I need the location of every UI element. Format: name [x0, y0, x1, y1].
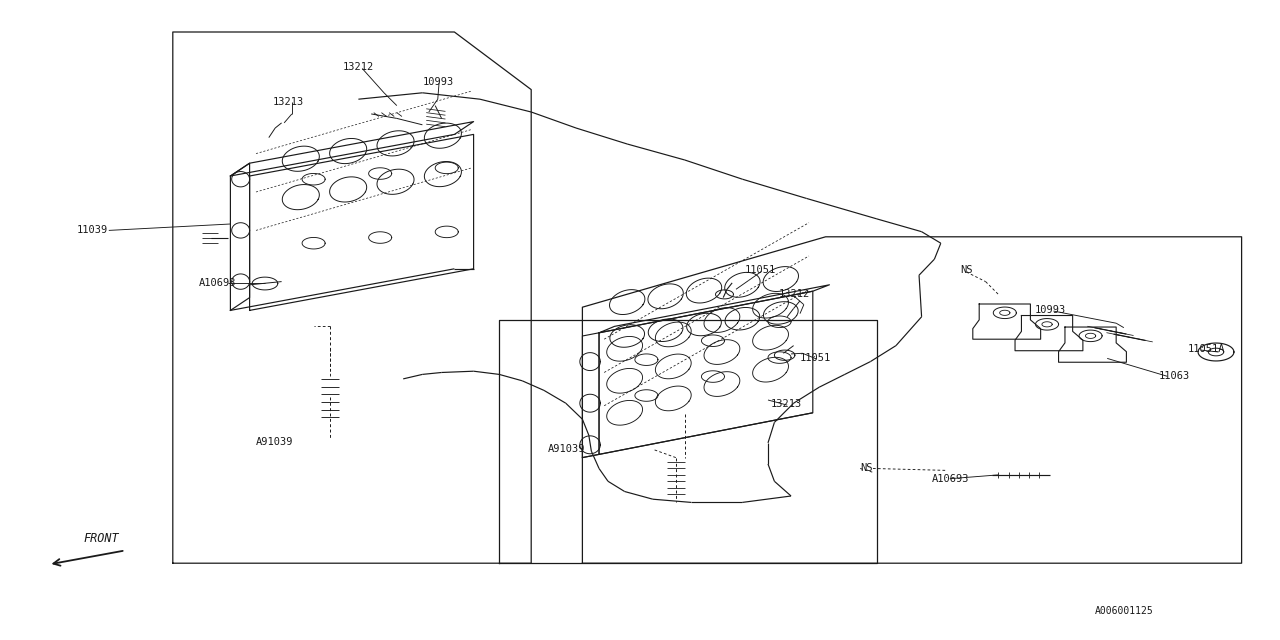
- Text: A91039: A91039: [256, 436, 293, 447]
- Text: 11051: 11051: [745, 265, 776, 275]
- Text: 13213: 13213: [771, 399, 801, 410]
- Text: NS: NS: [960, 265, 973, 275]
- Text: NS: NS: [860, 463, 873, 474]
- Text: 10993: 10993: [1034, 305, 1065, 316]
- Text: 11039: 11039: [77, 225, 108, 236]
- Text: 10993: 10993: [422, 77, 453, 87]
- Text: 11051A: 11051A: [1188, 344, 1225, 354]
- Text: A91039: A91039: [548, 444, 585, 454]
- Text: FRONT: FRONT: [83, 532, 119, 545]
- Text: 13212: 13212: [343, 62, 374, 72]
- Text: 13212: 13212: [778, 289, 809, 300]
- Text: 11063: 11063: [1158, 371, 1189, 381]
- Text: A10693: A10693: [932, 474, 969, 484]
- Text: 11051: 11051: [800, 353, 831, 364]
- Text: 13213: 13213: [273, 97, 303, 108]
- Text: A006001125: A006001125: [1094, 606, 1153, 616]
- Text: A10693: A10693: [198, 278, 236, 288]
